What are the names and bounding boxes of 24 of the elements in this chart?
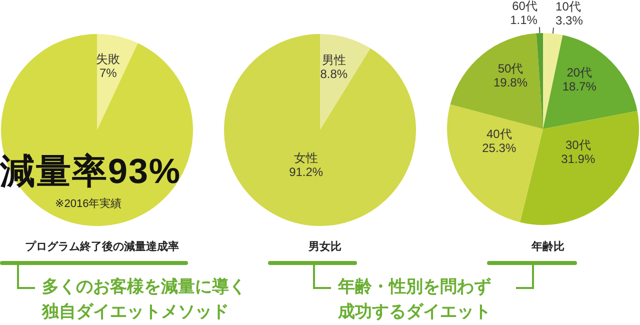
slice-label: 男性 [322, 52, 346, 67]
slice-label: 失敗 [96, 52, 120, 66]
data-label: 3.3% [556, 14, 584, 28]
data-label: 18.7% [562, 79, 597, 94]
data-label: 1.1% [510, 13, 538, 28]
slice-label: 20代 [566, 65, 592, 80]
text: プログラム終了後の減量達成率 [25, 240, 179, 253]
data-label: 91.2% [289, 165, 324, 180]
data-label: 7% [99, 66, 118, 80]
data-label: 19.8% [494, 76, 528, 90]
text: 年齢・性別を問わず成功するダイエット [338, 276, 492, 324]
slice-label: 10代 [556, 0, 581, 14]
text: 年齢比 [530, 240, 564, 253]
text: ※2016年実績 [55, 196, 122, 211]
slice-label: 60代 [512, 0, 538, 14]
slice-label: 50代 [498, 62, 524, 76]
text: 多くのお客様を減量に導く独自ダイエットメソッド [42, 276, 247, 324]
slice-label: 女性 [294, 151, 318, 166]
data-label: 8.8% [320, 66, 348, 81]
data-label: 31.9% [561, 152, 596, 166]
text: 男女比 [308, 240, 342, 253]
slice-label: 30代 [565, 138, 591, 152]
slice-label: 40代 [486, 127, 512, 142]
data-label: 25.3% [482, 141, 516, 156]
